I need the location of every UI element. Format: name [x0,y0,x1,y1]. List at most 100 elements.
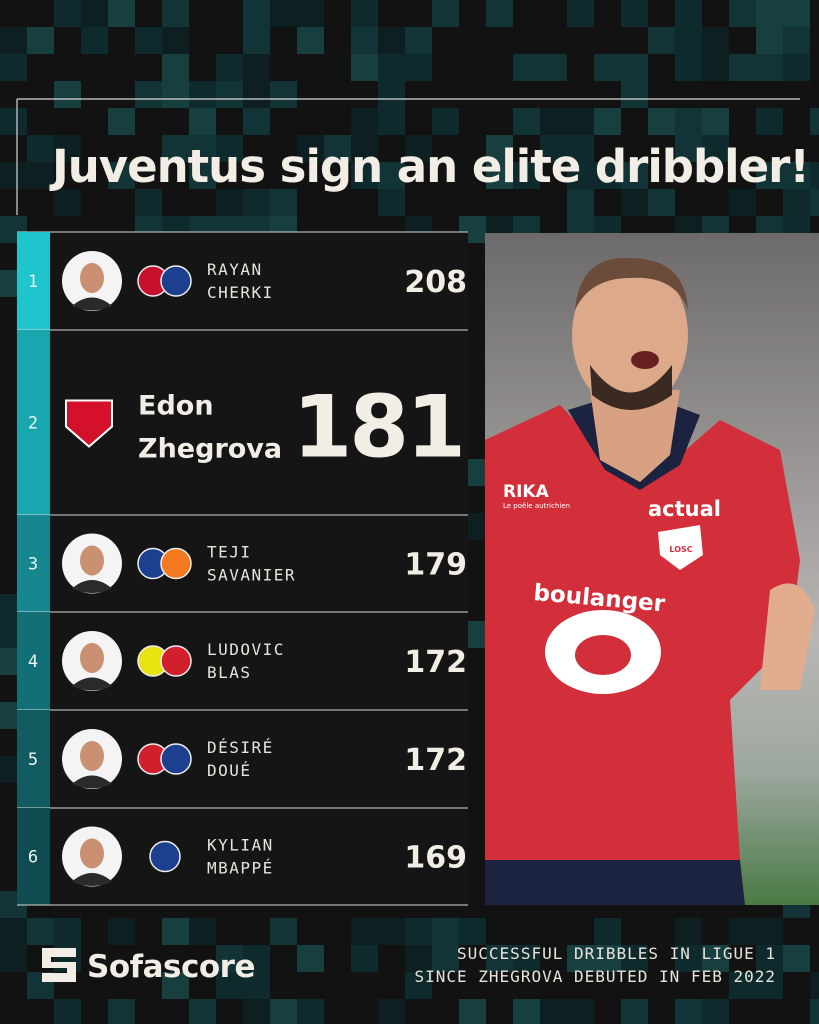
pixel [567,945,594,972]
pixel [459,999,486,1024]
pixel [378,27,405,54]
pixel [216,972,243,999]
pixel [297,999,324,1024]
pixel [0,54,27,81]
hair [575,257,688,310]
ranking-row: 4 LUDOVIC BLAS 172 [17,612,467,710]
pixel [432,945,459,972]
pixel [513,108,540,135]
pixel [648,108,675,135]
pixel [351,162,378,189]
pixel [351,918,378,945]
pixel [405,135,432,162]
player-last-name: MBAPPÉ [207,859,274,878]
player-photo: RIKA Le poêle autrichien actual boulange… [485,233,819,905]
rank-strip [17,710,50,808]
pixel [459,918,486,945]
pixel [378,999,405,1024]
pixel [162,54,189,81]
pixel [540,999,567,1024]
pixel [405,945,432,972]
pixel [729,0,756,27]
pixel [108,0,135,27]
pixel [729,189,756,216]
player-last-name: Zhegrova [138,434,282,465]
player-first-name: KYLIAN [207,836,274,855]
pixel [216,81,243,108]
pixel [702,108,729,135]
club-logo [160,645,192,677]
pixel [621,81,648,108]
player-face [80,643,104,673]
pixel [351,0,378,27]
head [572,260,688,410]
player-face [80,263,104,293]
rank-strip [17,515,50,612]
pixel [243,27,270,54]
club-logo [65,399,113,448]
pixel [756,918,783,945]
sponsor-logo-inner [575,635,631,675]
pixel [675,945,702,972]
pixel [567,108,594,135]
pixel [621,189,648,216]
dribbles-value: 208 [404,265,467,300]
pixel [621,162,648,189]
pixel [189,81,216,108]
pixel [432,918,459,945]
rank-strip [17,330,50,515]
pixel [486,0,513,27]
player-face [80,741,104,771]
arm [760,583,815,690]
pixel [729,918,756,945]
club-logo [160,547,192,580]
pixel [486,162,513,189]
pixel [810,972,819,999]
pixel [216,945,243,972]
pixel [243,945,270,972]
dribbles-value: 172 [404,645,467,680]
pixel [675,999,702,1024]
player-face [80,838,104,869]
rank: 2 [28,414,38,434]
pixel [405,27,432,54]
pixel [297,27,324,54]
pixel [594,918,621,945]
pixel [594,945,621,972]
pixel [675,135,702,162]
pixel [108,999,135,1024]
player-last-name: BLAS [207,663,252,682]
beard [590,365,672,410]
pixel [216,54,243,81]
pixel [216,189,243,216]
pixel [216,135,243,162]
brand: Sofascore [42,948,255,985]
pixel [729,54,756,81]
pixel [162,918,189,945]
pixel [27,135,54,162]
pixel [621,0,648,27]
pixel [702,135,729,162]
pixel [432,0,459,27]
pixel [27,162,54,189]
rank-strip [17,232,50,330]
pixel [783,162,810,189]
pixel [567,0,594,27]
pixel [378,918,405,945]
pixel [81,0,108,27]
pixel [513,162,540,189]
pixel [675,108,702,135]
pixel [54,918,81,945]
pixel [54,189,81,216]
pixel [189,918,216,945]
pixel [702,54,729,81]
dribbles-value: 179 [404,548,467,583]
dribbles-value: 172 [404,743,467,778]
brand-name: Sofascore [87,949,255,985]
rank: 1 [28,272,38,292]
pixel [0,162,27,189]
pixel [756,27,783,54]
ranking-list: 1 RAYAN CHERKI 208 2 Edon Zhegrova 181 3 TEJI SAVA… [17,231,468,906]
pixel [540,135,567,162]
pixel [162,972,189,999]
